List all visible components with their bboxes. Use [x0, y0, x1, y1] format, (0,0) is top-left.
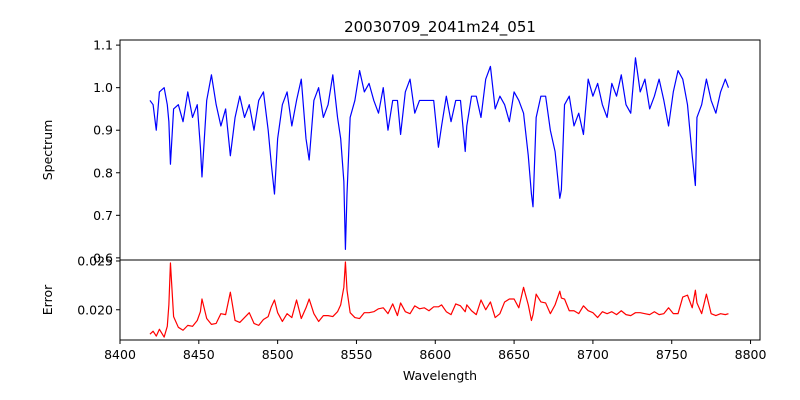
x-tick-label: 8450 [183, 347, 215, 362]
x-tick-label: 8550 [341, 347, 373, 362]
chart-title: 20030709_2041m24_051 [344, 18, 536, 37]
spectrum-y-tick-label: 0.8 [93, 165, 113, 180]
x-tick-label: 8650 [498, 347, 530, 362]
x-tick-label: 8400 [104, 347, 136, 362]
error-y-tick-label: 0.020 [77, 302, 113, 317]
spectrum-y-tick-label: 1.1 [93, 38, 113, 53]
x-axis-label: Wavelength [403, 368, 477, 383]
plot-area: 0.6 0.7 0.8 0.9 1.0 1.1 0.020 0.025 8400 8450 8500… [77, 38, 766, 362]
x-tick-label: 8800 [735, 347, 767, 362]
x-tick-label: 8500 [262, 347, 294, 362]
spectrum-y-tick-label: 0.9 [93, 123, 113, 138]
spectrum-y-axis-label: Spectrum [40, 120, 55, 181]
spectrum-y-tick-label: 1.0 [93, 80, 113, 95]
error-series-line [149, 261, 729, 338]
x-tick-label: 8750 [656, 347, 688, 362]
spectrum-y-tick-label: 0.7 [93, 208, 113, 223]
x-tick-label: 8700 [577, 347, 609, 362]
error-y-axis-label: Error [40, 284, 55, 315]
error-axes-frame [119, 259, 761, 341]
spectrum-series-line [149, 57, 730, 250]
x-tick-label: 8600 [419, 347, 451, 362]
spectrum-y-tick-label: 0.6 [93, 250, 113, 265]
error-y-tick-label: 0.025 [77, 253, 113, 268]
